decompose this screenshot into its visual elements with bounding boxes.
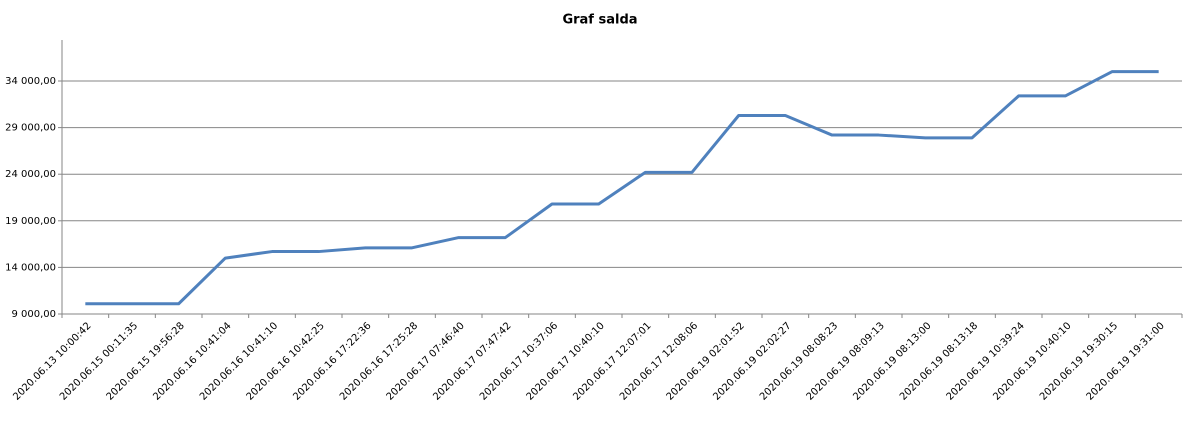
x-tick-label: 2020.06.17 12:08:06 <box>618 320 700 402</box>
x-tick-label: 2020.06.17 07:46:40 <box>385 320 467 402</box>
x-tick-label: 2020.06.16 10:42:25 <box>245 320 327 402</box>
x-tick-label: 2020.06.16 10:41:10 <box>198 320 280 402</box>
y-tick-label: 24 000,00 <box>5 169 56 180</box>
x-tick-label: 2020.06.16 17:25:28 <box>338 320 420 402</box>
x-tick-label: 2020.06.19 19:30:15 <box>1038 320 1120 402</box>
x-tick-label: 2020.06.19 02:02:27 <box>711 320 793 402</box>
y-tick-label: 29 000,00 <box>5 123 56 134</box>
x-tick-label: 2020.06.19 08:09:13 <box>805 320 887 402</box>
x-tick-label: 2020.06.17 07:47:42 <box>431 320 513 402</box>
x-tick-label: 2020.06.19 10:40:10 <box>991 320 1073 402</box>
y-tick-label: 19 000,00 <box>5 216 56 227</box>
y-tick-label: 14 000,00 <box>5 262 56 273</box>
y-tick-label: 34 000,00 <box>5 76 56 87</box>
x-tick-label: 2020.06.19 10:39:24 <box>945 320 1027 402</box>
x-tick-label: 2020.06.17 12:07:01 <box>571 320 653 402</box>
x-tick-label: 2020.06.19 08:08:23 <box>758 320 840 402</box>
x-tick-label: 2020.06.16 17:22:36 <box>291 320 373 402</box>
x-tick-label: 2020.06.17 10:37:06 <box>478 320 560 402</box>
x-tick-label: 2020.06.15 00:11:35 <box>58 320 140 402</box>
x-tick-label: 2020.06.16 10:41:04 <box>151 320 233 402</box>
y-tick-label: 9 000,00 <box>11 309 56 320</box>
x-tick-label: 2020.06.19 08:13:18 <box>898 320 980 402</box>
x-tick-label: 2020.06.19 19:31:00 <box>1085 320 1167 402</box>
x-tick-label: 2020.06.19 08:13:00 <box>851 320 933 402</box>
x-tick-label: 2020.06.17 10:40:10 <box>525 320 607 402</box>
x-tick-label: 2020.06.19 02:01:52 <box>665 320 747 402</box>
x-tick-label: 2020.06.13 10:00:42 <box>11 320 93 402</box>
line-series <box>85 70 1159 306</box>
x-tick-label: 2020.06.15 19:56:28 <box>105 320 187 402</box>
chart-title: Graf salda <box>562 13 637 28</box>
